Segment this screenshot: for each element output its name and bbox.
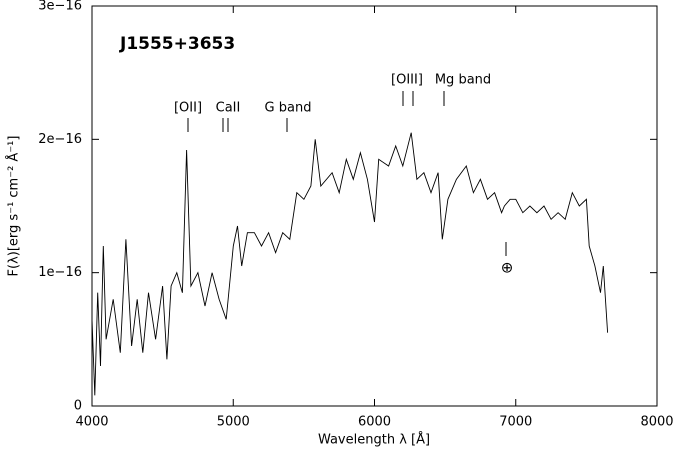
y-tick-label: 3e−16: [38, 0, 82, 14]
y-tick-label: 0: [74, 399, 82, 414]
y-tick-label: 1e−16: [38, 265, 82, 280]
x-tick-label: 5000: [217, 415, 250, 430]
x-axis-label: Wavelength λ [Å]: [318, 432, 430, 448]
annotation: ⊕: [501, 259, 514, 277]
annotation: [OII]: [174, 101, 202, 116]
y-axis-label: F(λ)[erg s⁻¹ cm⁻² Å⁻¹]: [6, 136, 22, 277]
plot-frame: [91, 5, 658, 407]
spectrum-line: [91, 132, 609, 396]
x-tick-label: 4000: [75, 415, 108, 430]
y-tick-label: 2e−16: [38, 132, 82, 147]
annotation: G band: [265, 101, 312, 116]
annotation: CaII: [216, 101, 241, 116]
chart-title: J1555+3653: [119, 34, 235, 54]
x-tick-label: 7000: [499, 415, 532, 430]
annotation: [OIII]: [391, 73, 423, 88]
annotation: Mg band: [435, 73, 491, 88]
x-tick-label: 6000: [358, 415, 391, 430]
x-tick-label: 8000: [640, 415, 673, 430]
